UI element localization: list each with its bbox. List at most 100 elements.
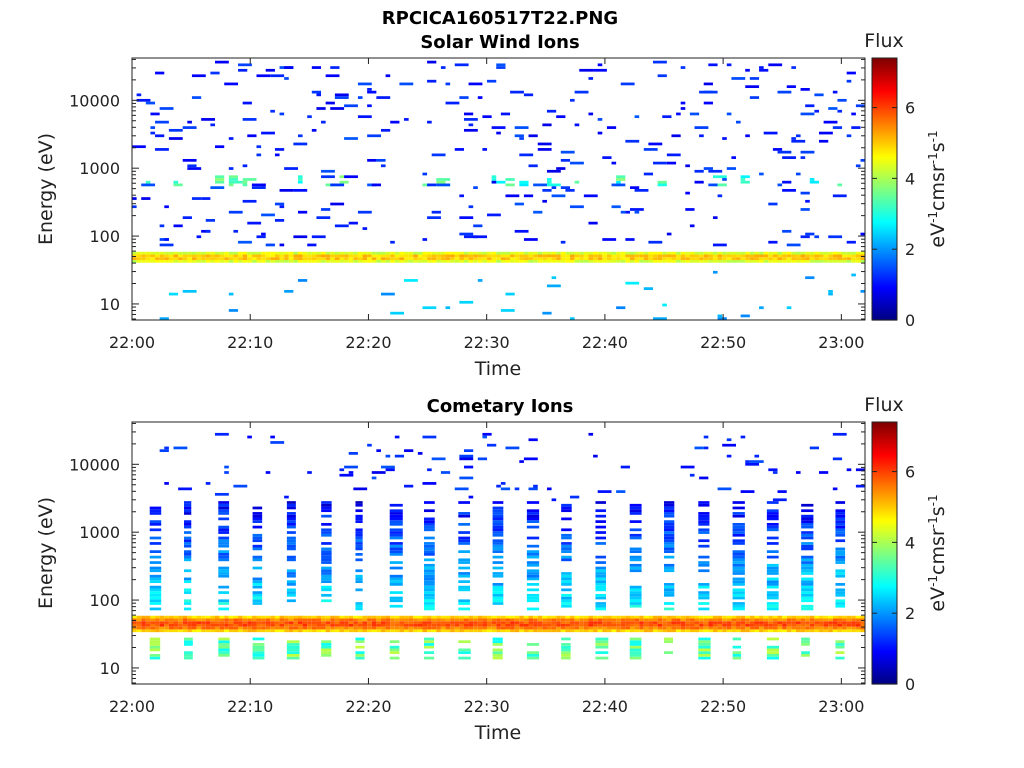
heatmap-cell <box>689 257 695 260</box>
heatmap-cell <box>184 501 192 504</box>
heatmap-cell <box>801 517 814 521</box>
heatmap-cell <box>823 621 829 624</box>
heatmap-cell <box>801 591 814 594</box>
heatmap-cell <box>664 509 675 513</box>
colorbar-step <box>872 454 897 457</box>
heatmap-cell <box>168 629 174 633</box>
colorbar-step <box>872 530 897 533</box>
heatmap-cell <box>657 259 663 263</box>
heatmap-cell <box>629 259 635 263</box>
heatmap-cell <box>588 77 594 80</box>
colorbar-step <box>872 94 897 97</box>
heatmap-cell <box>685 208 695 211</box>
heatmap-cell <box>214 178 225 181</box>
heatmap-cell <box>629 550 642 553</box>
colorbar-step <box>872 126 897 129</box>
heatmap-cell <box>279 623 285 627</box>
heatmap-cell <box>664 522 675 526</box>
heatmap-cell <box>459 629 464 633</box>
heatmap-cell <box>814 257 820 260</box>
x-axis-ticks: 22:00 22:10 22:20 22:30 22:40 22:50 23:00 <box>109 58 864 352</box>
heatmap-cell <box>380 128 391 132</box>
heatmap-cell <box>740 618 746 622</box>
heatmap-cell <box>371 471 386 474</box>
heatmap-cell <box>149 577 162 581</box>
colorbar-step <box>872 166 897 169</box>
heatmap-cell <box>664 542 675 545</box>
heatmap-cell <box>445 621 451 624</box>
heatmap-cell <box>570 626 575 630</box>
heatmap-cell <box>782 621 787 624</box>
heatmap-cell <box>625 210 630 214</box>
heatmap-cell <box>766 585 779 589</box>
heatmap-cell <box>473 235 488 239</box>
heatmap-cell <box>602 254 607 258</box>
heatmap-cell <box>533 251 538 255</box>
heatmap-cell <box>629 566 642 570</box>
heatmap-cell <box>316 257 322 260</box>
heatmap-cell <box>749 259 755 263</box>
heatmap-cell <box>657 183 667 187</box>
heatmap-cell <box>593 623 598 627</box>
heatmap-cell <box>404 251 409 255</box>
heatmap-cell <box>611 259 617 263</box>
heatmap-cell <box>606 257 612 260</box>
colorbar-label: eV-1cmsr-1s-1 <box>926 494 949 611</box>
heatmap-cell <box>551 626 557 630</box>
heatmap-cell <box>431 254 437 258</box>
heatmap-cell <box>740 626 746 630</box>
heatmap-cell <box>620 465 630 469</box>
heatmap-cell <box>424 553 435 556</box>
heatmap-cell <box>689 112 700 116</box>
heatmap-cell <box>389 522 403 526</box>
heatmap-cell <box>256 145 262 149</box>
heatmap-cell <box>288 615 294 619</box>
heatmap-cell <box>634 259 640 263</box>
heatmap-cell <box>523 194 534 198</box>
heatmap-cell <box>835 583 846 586</box>
heatmap-cell <box>390 623 395 627</box>
heatmap-cell <box>602 257 607 260</box>
heatmap-cell <box>653 257 658 260</box>
heatmap-cell <box>708 169 723 173</box>
heatmap-cell <box>270 435 275 439</box>
heatmap-cell <box>766 648 779 652</box>
heatmap-cell <box>629 640 642 644</box>
heatmap-cell <box>795 134 801 138</box>
colorbar-step <box>872 424 897 427</box>
heatmap-cell <box>218 555 230 559</box>
heatmap-cell <box>791 618 796 622</box>
heatmap-cell <box>233 259 239 263</box>
heatmap-cell <box>837 259 843 263</box>
heatmap-cell <box>330 251 335 255</box>
heatmap-cell <box>689 224 695 228</box>
heatmap-cell <box>629 251 635 255</box>
heatmap-cell <box>777 618 783 622</box>
heatmap-cell <box>595 531 606 534</box>
heatmap-cell <box>168 259 174 263</box>
heatmap-cell <box>210 257 215 260</box>
heatmap-cell <box>463 618 469 622</box>
heatmap-cell <box>526 656 540 660</box>
heatmap-cell <box>606 615 612 619</box>
heatmap-cell <box>218 536 230 540</box>
heatmap-cell <box>149 550 162 553</box>
heatmap-cell <box>362 621 368 624</box>
heatmap-cell <box>413 618 418 622</box>
y-tick-label: 10000 <box>69 455 120 474</box>
heatmap-cell <box>256 615 262 619</box>
heatmap-cell <box>634 254 640 258</box>
heatmap-cell <box>265 629 271 633</box>
heatmap-cell <box>717 629 723 633</box>
heatmap-cell <box>759 618 764 622</box>
heatmap-cell <box>458 514 471 518</box>
heatmap-cell <box>468 257 474 260</box>
heatmap-cell <box>422 618 428 622</box>
heatmap-cell <box>851 273 856 277</box>
heatmap-cell <box>629 648 642 652</box>
heatmap-cell <box>362 259 368 263</box>
heatmap-cell <box>732 583 745 586</box>
heatmap-cell <box>482 254 488 258</box>
heatmap-cell <box>653 626 658 630</box>
